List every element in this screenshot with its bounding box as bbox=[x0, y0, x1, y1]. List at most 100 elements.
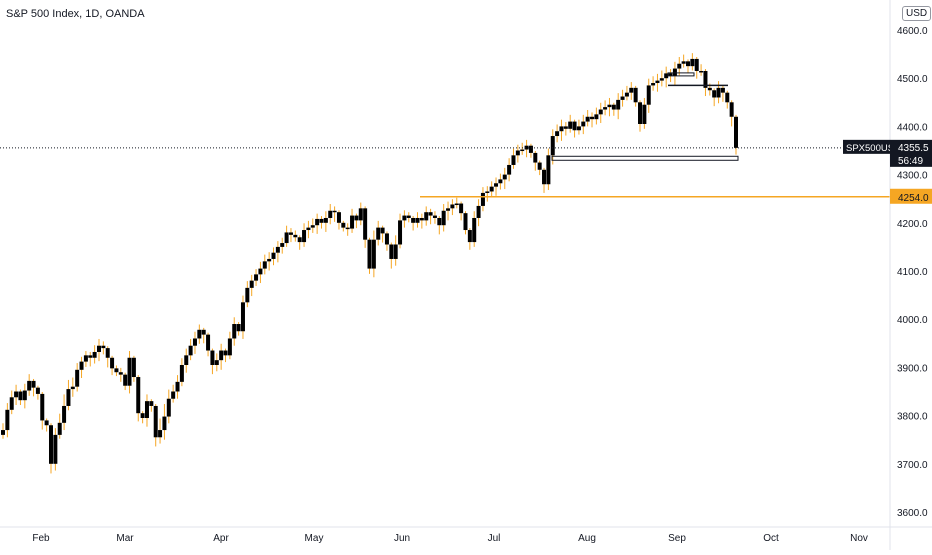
candle bbox=[110, 355, 115, 376]
symbol-tag-label: SPX500USD bbox=[846, 143, 901, 154]
candle-body bbox=[280, 243, 285, 247]
price-tag-box bbox=[890, 139, 932, 167]
candle bbox=[598, 102, 603, 124]
candle bbox=[437, 216, 442, 235]
candle bbox=[585, 110, 590, 127]
overlay-layer bbox=[0, 72, 890, 198]
candle bbox=[227, 331, 232, 360]
candle bbox=[690, 53, 695, 71]
x-tick-label: Sep bbox=[668, 533, 686, 544]
candle bbox=[476, 199, 481, 227]
y-tick-label: 4600.0 bbox=[897, 26, 928, 37]
candle bbox=[358, 202, 363, 226]
x-tick-label: Nov bbox=[850, 533, 868, 544]
candle-body bbox=[629, 87, 634, 93]
candle bbox=[79, 356, 84, 379]
candle bbox=[581, 114, 586, 135]
candle-body bbox=[127, 357, 132, 386]
candle-body bbox=[118, 372, 123, 375]
candle bbox=[555, 124, 560, 143]
candle bbox=[136, 375, 141, 422]
candle bbox=[393, 235, 398, 266]
candle bbox=[267, 252, 272, 271]
candle bbox=[428, 208, 433, 225]
candle bbox=[131, 355, 136, 382]
candle-body bbox=[293, 234, 298, 238]
countdown-label: 56:49 bbox=[898, 156, 923, 167]
candle-body bbox=[223, 350, 228, 356]
candle bbox=[350, 208, 355, 233]
candle-body bbox=[18, 391, 23, 401]
candle-body bbox=[101, 345, 106, 349]
candle-body bbox=[371, 239, 376, 269]
candle bbox=[371, 230, 376, 278]
candle-body bbox=[542, 169, 547, 185]
candle-body bbox=[533, 152, 538, 163]
y-tick-label: 4500.0 bbox=[897, 74, 928, 85]
candle-body bbox=[725, 92, 730, 103]
candle bbox=[192, 331, 197, 354]
candle-body bbox=[62, 405, 67, 423]
candle bbox=[44, 418, 49, 432]
resistance-zone-rect[interactable] bbox=[667, 72, 695, 77]
candle bbox=[70, 377, 75, 397]
support-zone-rect[interactable] bbox=[551, 155, 739, 161]
x-tick-label: Feb bbox=[32, 533, 50, 544]
candle bbox=[559, 119, 564, 141]
candle-body bbox=[716, 87, 721, 98]
time-axis[interactable]: Feb Mar Apr May Jun Jul Aug Sep Oct Nov bbox=[0, 526, 932, 544]
candle bbox=[480, 187, 485, 212]
candle-body bbox=[437, 217, 442, 226]
level-tag[interactable]: 4254.0 bbox=[890, 188, 932, 204]
candle bbox=[240, 295, 245, 339]
candle bbox=[712, 88, 717, 107]
candle bbox=[651, 76, 656, 91]
candle bbox=[576, 119, 581, 135]
candle bbox=[319, 216, 324, 229]
candle bbox=[153, 404, 158, 447]
candle bbox=[515, 144, 520, 163]
candle bbox=[502, 167, 507, 190]
candle bbox=[524, 139, 529, 158]
candle-body bbox=[463, 213, 468, 231]
x-tick-label: May bbox=[305, 533, 324, 544]
candle-body bbox=[450, 204, 455, 209]
candle bbox=[341, 220, 346, 232]
candle bbox=[249, 274, 254, 297]
candle-body bbox=[35, 387, 40, 394]
candle-body bbox=[555, 131, 560, 137]
candle-body bbox=[686, 61, 691, 67]
candle-body bbox=[284, 232, 289, 244]
candle bbox=[590, 112, 595, 128]
candle-body bbox=[398, 220, 403, 245]
candle-body bbox=[328, 210, 333, 218]
candle bbox=[703, 69, 708, 97]
candle-body bbox=[603, 107, 608, 110]
candle-body bbox=[677, 63, 682, 69]
candle-body bbox=[734, 116, 738, 148]
candle-body bbox=[611, 104, 616, 110]
y-tick-label: 3900.0 bbox=[897, 363, 928, 374]
candle bbox=[293, 230, 298, 242]
candle-body bbox=[254, 274, 259, 281]
price-axis[interactable]: 4600.0 4500.0 4400.0 4300.0 4200.0 4100.0 4000… bbox=[843, 0, 932, 550]
candle-body bbox=[114, 368, 119, 373]
candle-body bbox=[424, 212, 429, 221]
candle-body bbox=[681, 61, 686, 64]
candle-body bbox=[153, 405, 158, 438]
candle-body bbox=[707, 87, 712, 91]
candle-body bbox=[319, 218, 324, 223]
candle-body bbox=[524, 145, 529, 150]
candle bbox=[411, 216, 416, 231]
currency-button[interactable]: USD bbox=[902, 6, 932, 21]
candle-body bbox=[585, 116, 590, 122]
candle-body bbox=[507, 164, 512, 175]
candle bbox=[419, 213, 424, 229]
candle bbox=[297, 235, 302, 250]
candle-body bbox=[210, 350, 215, 365]
candle-body bbox=[5, 409, 10, 431]
candle-body bbox=[105, 348, 110, 358]
